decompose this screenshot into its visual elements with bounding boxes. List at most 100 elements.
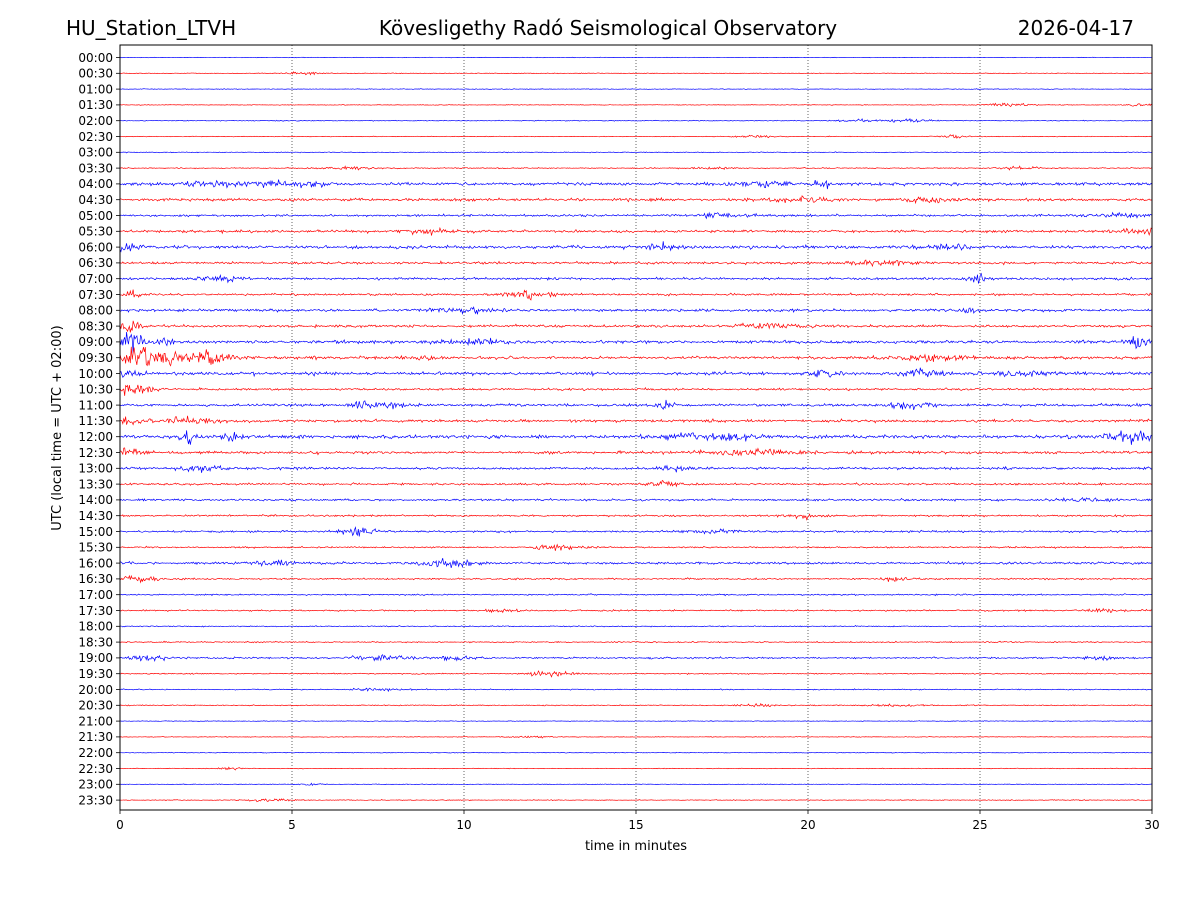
trace-0030	[119, 71, 1153, 76]
y-tick-label: 00:00	[78, 51, 113, 65]
y-tick-label: 08:00	[78, 304, 113, 318]
trace-1730	[119, 607, 1153, 614]
trace-1030	[119, 384, 1153, 396]
x-tick-label: 10	[456, 818, 471, 832]
x-tick-label: 5	[288, 818, 296, 832]
y-axis-label: UTC (local time = UTC + 02:00)	[50, 325, 65, 530]
y-tick-label: 23:30	[78, 793, 113, 807]
y-tick-label: 13:00	[78, 462, 113, 476]
y-tick-label: 10:00	[78, 367, 113, 381]
trace-0830	[119, 320, 1153, 333]
trace-2300	[119, 782, 1153, 787]
y-tick-label: 17:00	[78, 588, 113, 602]
trace-1230	[119, 447, 1153, 457]
x-axis-label: time in minutes	[585, 839, 687, 854]
x-tick-label: 0	[116, 818, 124, 832]
y-tick-label: 16:30	[78, 572, 113, 586]
y-tick-label: 06:30	[78, 256, 113, 270]
y-tick-label: 02:00	[78, 114, 113, 128]
y-tick-label: 21:30	[78, 730, 113, 744]
trace-2100	[119, 720, 1153, 723]
y-tick-label: 16:00	[78, 556, 113, 570]
y-tick-label: 12:00	[78, 430, 113, 444]
y-tick-label: 19:30	[78, 667, 113, 681]
y-tick-label: 21:00	[78, 714, 113, 728]
y-tick-label: 11:30	[78, 414, 113, 428]
trace-0130	[119, 102, 1153, 108]
plot-frame	[119, 44, 1153, 811]
y-tick-label: 02:30	[78, 130, 113, 144]
trace-0330	[119, 165, 1153, 171]
trace-0930	[119, 346, 1153, 367]
y-tick-label: 20:00	[78, 683, 113, 697]
trace-1330	[119, 479, 1153, 488]
trace-0630	[119, 259, 1153, 268]
trace-1400	[119, 497, 1153, 503]
trace-1200	[119, 430, 1153, 445]
y-tick-label: 10:30	[78, 383, 113, 397]
x-tick-label: 15	[628, 818, 643, 832]
trace-1600	[119, 558, 1153, 569]
y-tick-label: 04:00	[78, 177, 113, 191]
trace-2330	[119, 798, 1153, 803]
y-tick-label: 18:30	[78, 635, 113, 649]
y-tick-label: 08:30	[78, 319, 113, 333]
trace-2130	[119, 735, 1153, 739]
trace-0200	[119, 117, 1153, 123]
chart-title: Kövesligethy Radó Seismological Observat…	[379, 16, 837, 40]
trace-1130	[119, 415, 1153, 426]
y-tick-label: 14:00	[78, 493, 113, 507]
x-axis-ticks: 0 5 10 15 20 25 30	[116, 810, 1160, 832]
y-tick-label: 09:00	[78, 335, 113, 349]
y-tick-label: 12:30	[78, 446, 113, 460]
y-tick-label: 05:00	[78, 209, 113, 223]
trace-0230	[119, 134, 1153, 139]
trace-1430	[119, 513, 1153, 521]
trace-1930	[119, 670, 1153, 678]
trace-0500	[119, 211, 1153, 220]
y-tick-label: 09:30	[78, 351, 113, 365]
y-tick-label: 23:00	[78, 778, 113, 792]
y-tick-label: 03:00	[78, 146, 113, 160]
x-tick-label: 25	[972, 818, 987, 832]
trace-1800	[119, 625, 1153, 628]
y-tick-label: 00:30	[78, 67, 113, 81]
trace-0700	[119, 272, 1153, 284]
y-tick-label: 06:00	[78, 240, 113, 254]
trace-0400	[119, 179, 1153, 190]
y-tick-label: 18:00	[78, 620, 113, 634]
trace-0600	[119, 241, 1153, 253]
trace-0530	[119, 226, 1153, 236]
y-tick-label: 04:30	[78, 193, 113, 207]
seismogram-traces	[119, 56, 1153, 803]
y-tick-label: 22:30	[78, 762, 113, 776]
trace-0730	[119, 289, 1153, 301]
trace-1500	[119, 526, 1153, 537]
y-tick-label: 20:30	[78, 699, 113, 713]
trace-0430	[119, 195, 1153, 205]
y-tick-label: 17:30	[78, 604, 113, 618]
trace-1300	[119, 464, 1153, 473]
y-tick-label: 07:00	[78, 272, 113, 286]
vertical-gridlines	[291, 45, 981, 810]
trace-2200	[119, 751, 1153, 754]
trace-1000	[119, 367, 1153, 378]
y-tick-label: 01:00	[78, 82, 113, 96]
y-tick-label: 14:30	[78, 509, 113, 523]
trace-0100	[119, 88, 1153, 90]
y-tick-label: 15:00	[78, 525, 113, 539]
trace-1830	[119, 640, 1153, 644]
trace-1630	[119, 574, 1153, 584]
y-tick-label: 13:30	[78, 477, 113, 491]
trace-1530	[119, 543, 1153, 551]
trace-0900	[119, 332, 1153, 354]
trace-0800	[119, 306, 1153, 315]
trace-2030	[119, 702, 1153, 708]
x-tick-label: 30	[1144, 818, 1159, 832]
x-tick-label: 20	[800, 818, 815, 832]
y-tick-label: 01:30	[78, 98, 113, 112]
y-tick-label: 11:00	[78, 398, 113, 412]
trace-1900	[119, 654, 1153, 662]
trace-1700	[119, 593, 1153, 597]
